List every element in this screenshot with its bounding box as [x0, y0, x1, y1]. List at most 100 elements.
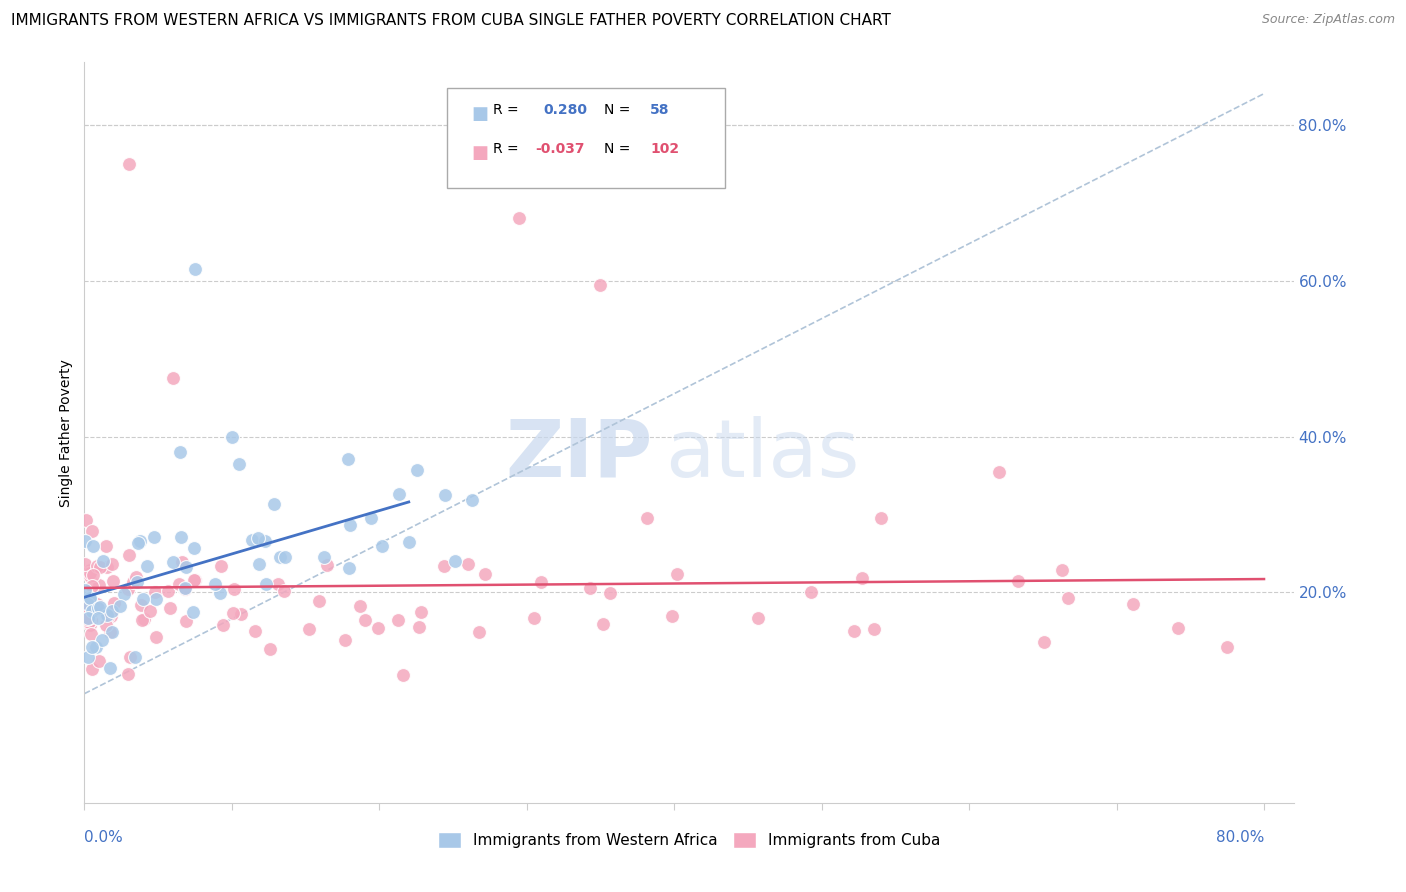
Point [231, 607, 253, 621]
Point [100, 608, 122, 623]
Point [987, 465, 1010, 479]
Point [129, 533, 152, 548]
Point [101, 574, 124, 588]
Point [337, 452, 360, 467]
Point [122, 574, 145, 589]
Point [91, 554, 114, 568]
Point [273, 583, 295, 598]
Point [183, 573, 205, 587]
Text: Source: ZipAtlas.com: Source: ZipAtlas.com [1261, 13, 1395, 27]
Point [337, 561, 360, 575]
Point [82, 568, 104, 582]
Point [136, 558, 159, 573]
Point [269, 549, 291, 564]
Point [145, 630, 167, 644]
Point [143, 584, 166, 599]
Point [79, 618, 101, 632]
Point [398, 535, 420, 549]
Text: 80.0%: 80.0% [1216, 830, 1264, 845]
Point [101, 624, 124, 639]
Point [747, 611, 769, 625]
Y-axis label: Single Father Poverty: Single Father Poverty [59, 359, 73, 507]
Point [387, 613, 409, 627]
Point [89, 600, 111, 615]
Point [254, 533, 277, 548]
Point [79, 566, 101, 580]
Point [308, 594, 330, 608]
Point [183, 573, 205, 587]
Point [82, 524, 104, 538]
Point [80, 579, 103, 593]
Point [79, 569, 101, 583]
Point [240, 533, 263, 548]
Point [86, 598, 108, 612]
Text: N =: N = [605, 103, 631, 117]
Point [129, 599, 152, 613]
Point [263, 497, 285, 511]
Point [79, 627, 101, 641]
Point [592, 617, 614, 632]
Point [184, 262, 207, 277]
Point [143, 530, 166, 544]
Text: 0.0%: 0.0% [84, 830, 124, 845]
Point [127, 536, 149, 550]
Point [76, 600, 98, 615]
Point [212, 618, 235, 632]
Point [86, 558, 108, 573]
Point [89, 578, 111, 592]
Point [76, 612, 98, 626]
Point [118, 548, 141, 562]
Point [353, 613, 375, 627]
Text: 102: 102 [650, 143, 679, 156]
Text: R =: R = [494, 103, 519, 117]
Point [79, 563, 101, 577]
Point [316, 558, 339, 572]
Point [181, 605, 204, 619]
Point [1007, 574, 1029, 588]
Text: ■: ■ [471, 104, 488, 122]
Point [599, 585, 621, 599]
Point [90, 633, 112, 648]
Point [76, 597, 98, 611]
Point [259, 642, 281, 657]
Point [274, 549, 297, 564]
Point [434, 488, 457, 502]
Point [508, 211, 530, 226]
Text: 58: 58 [650, 103, 669, 117]
Point [89, 560, 111, 574]
Point [73, 533, 96, 548]
Point [1215, 640, 1237, 655]
Point [138, 604, 160, 618]
Point [474, 566, 496, 581]
Point [267, 577, 290, 591]
Point [170, 530, 193, 544]
Point [530, 575, 553, 590]
Point [117, 157, 139, 171]
Point [408, 620, 430, 634]
Point [77, 611, 100, 625]
Point [169, 445, 191, 459]
Point [132, 592, 155, 607]
Point [101, 604, 124, 618]
Point [145, 592, 167, 607]
Point [457, 557, 479, 571]
Point [125, 575, 148, 590]
Point [77, 611, 100, 625]
Text: ZIP: ZIP [505, 416, 652, 494]
Point [77, 650, 100, 665]
Point [82, 539, 104, 553]
Point [75, 513, 97, 527]
Point [80, 662, 103, 676]
Point [162, 555, 184, 569]
Point [371, 539, 394, 553]
Point [103, 596, 125, 610]
Point [80, 613, 103, 627]
Point [159, 601, 181, 615]
Point [800, 584, 823, 599]
Point [157, 583, 180, 598]
Point [360, 511, 382, 525]
Point [101, 557, 124, 571]
Point [523, 610, 546, 624]
Point [863, 622, 886, 636]
Point [1050, 563, 1073, 577]
